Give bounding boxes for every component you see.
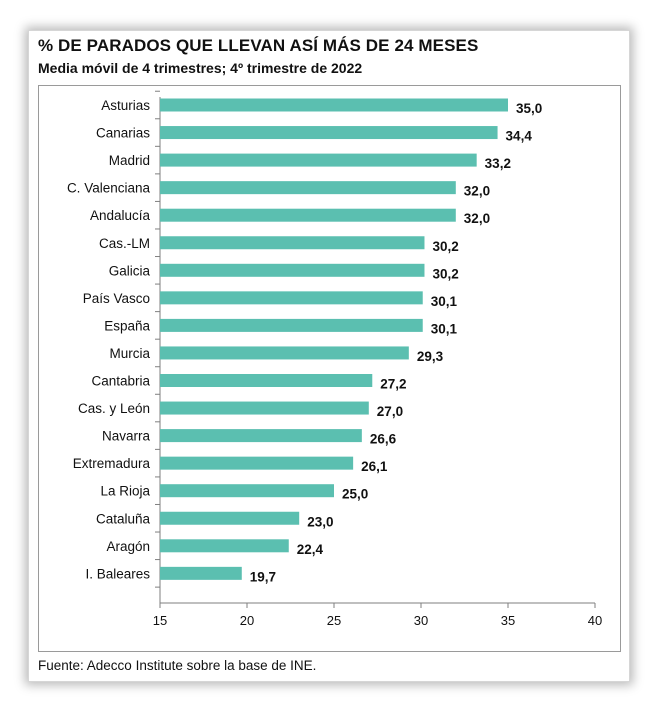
data-label: 19,7 [250,569,276,584]
data-label: 30,2 [432,239,458,254]
data-label: 33,2 [485,156,511,171]
x-tick-label: 25 [327,613,341,628]
category-label: I. Baleares [85,566,150,581]
data-label: 32,0 [464,211,490,226]
x-tick-label: 40 [588,613,602,628]
x-tick-label: 30 [414,613,428,628]
data-label: 35,0 [516,101,542,116]
x-tick-label: 20 [240,613,254,628]
bar [160,126,498,140]
category-label: País Vasco [83,291,150,306]
data-label: 34,4 [506,129,533,144]
bar [160,153,477,167]
data-label: 26,6 [370,432,397,447]
bar [160,236,425,250]
category-label: Canarias [96,126,150,141]
data-label: 23,0 [307,514,333,529]
bar [160,318,423,332]
data-label: 22,4 [297,542,324,557]
category-label: La Rioja [100,484,150,499]
category-label: Extremadura [73,456,151,471]
category-label: Cantabria [91,374,150,389]
chart-title: % DE PARADOS QUE LLEVAN ASÍ MÁS DE 24 ME… [38,36,479,55]
bar [160,346,409,360]
data-label: 27,0 [377,404,403,419]
category-label: Galicia [109,263,151,278]
data-label: 30,1 [431,294,458,309]
x-tick-label: 15 [153,613,167,628]
category-label: Asturias [101,98,150,113]
data-label: 32,0 [464,184,490,199]
category-label: Madrid [109,153,150,168]
category-label: Cataluña [96,511,151,526]
category-label: Navarra [102,429,151,444]
plot-frame [38,85,621,652]
x-tick-label: 35 [501,613,515,628]
category-label: C. Valenciana [67,181,151,196]
bar [160,291,423,305]
data-label: 30,2 [432,266,458,281]
bar [160,484,334,498]
data-label: 29,3 [417,349,444,364]
bar [160,181,456,195]
bar [160,511,300,525]
data-label: 26,1 [361,459,388,474]
bar [160,566,242,580]
data-label: 30,1 [431,321,458,336]
category-label: Murcia [109,346,150,361]
data-label: 25,0 [342,487,368,502]
category-label: Cas. y León [78,401,150,416]
chart-subtitle: Media móvil de 4 trimestres; 4º trimestr… [38,60,363,76]
bar [160,456,354,470]
category-label: Aragón [106,539,150,554]
category-label: España [104,318,150,333]
source-note: Fuente: Adecco Institute sobre la base d… [38,658,317,673]
category-label: Cas.-LM [99,236,150,251]
bar-chart: 15 20 25 30 35 40 Asturias 35,0 Canarias 34,4 Madr… [67,90,602,628]
category-label: Andalucía [90,208,151,223]
bar [160,263,425,277]
bar [160,539,289,553]
bar [160,401,369,415]
bar [160,374,373,387]
bar [160,208,456,222]
bar [160,98,508,112]
bar [160,429,362,443]
data-label: 27,2 [380,377,406,392]
